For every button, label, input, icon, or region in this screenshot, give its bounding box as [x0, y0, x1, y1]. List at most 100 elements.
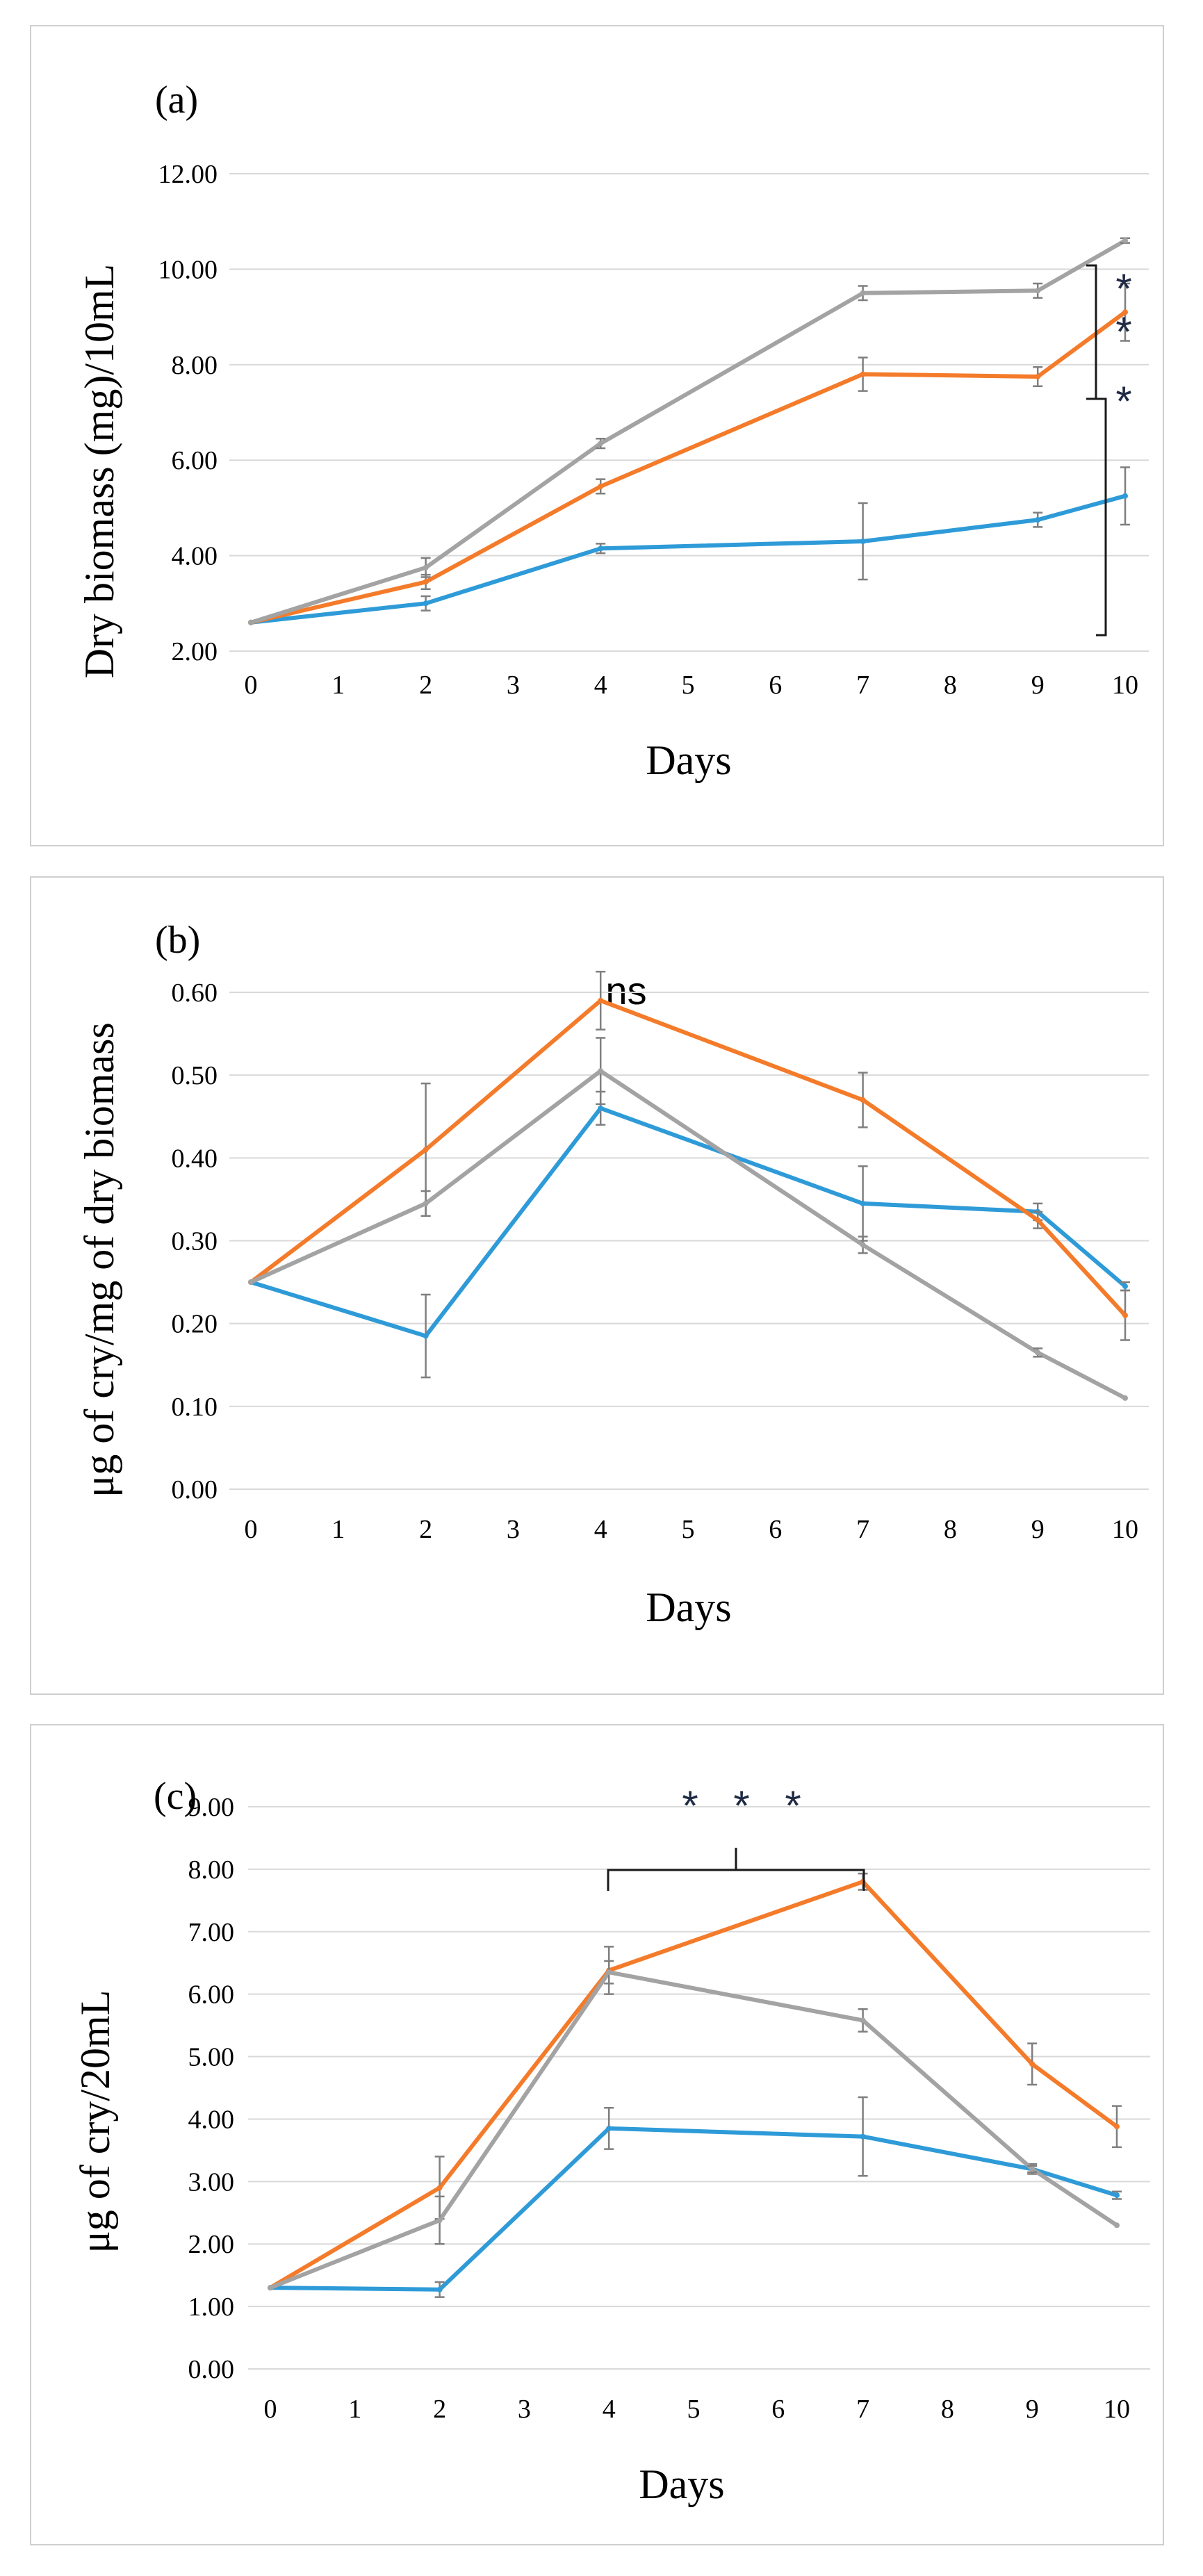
- data-point-gray: [1122, 1395, 1128, 1401]
- chart-panel-b: (b) μg of cry/mg of dry biomass Days ns …: [30, 876, 1164, 1695]
- data-point-blue: [860, 2133, 866, 2140]
- x-tick-label: 1: [332, 671, 345, 700]
- x-tick-label: 7: [856, 1515, 869, 1544]
- chart-panel-a: (a) Dry biomass (mg)/10mL Days 2.00 4.00 6…: [30, 25, 1164, 846]
- data-point-gray: [598, 441, 604, 447]
- data-point-gray: [268, 2285, 273, 2291]
- series-line-blue: [249, 493, 1127, 625]
- x-tick-label: 4: [594, 1515, 607, 1544]
- y-tick-label: 4.00: [188, 2105, 235, 2134]
- data-point-orange: [860, 371, 866, 377]
- data-point-blue: [860, 538, 866, 544]
- data-point-gray: [436, 2217, 443, 2224]
- x-axis-label-b: Days: [646, 1584, 731, 1630]
- data-point-gray: [423, 564, 429, 571]
- data-point-gray: [248, 619, 254, 625]
- chart-a: (a) Dry biomass (mg)/10mL Days 2.00 4.00 6…: [76, 79, 1149, 783]
- data-point-gray: [860, 290, 866, 296]
- x-tick-label: 1: [348, 2395, 361, 2424]
- panel-label-c: (c): [154, 1775, 197, 1818]
- x-tick-label: 10: [1104, 2395, 1130, 2424]
- x-tick-label: 8: [944, 671, 957, 700]
- x-tick-label: 6: [771, 2395, 785, 2424]
- data-point-blue: [606, 2125, 612, 2131]
- data-point-blue: [598, 1105, 604, 1111]
- series-line-orange: [249, 310, 1127, 625]
- x-tick-label: 2: [419, 1515, 432, 1544]
- x-tick-label: 0: [245, 1515, 258, 1544]
- panel-label-a: (a): [155, 79, 198, 122]
- data-point-gray: [1035, 288, 1041, 294]
- x-tick-label: 5: [687, 2395, 701, 2424]
- x-tick-label: 9: [1031, 671, 1045, 700]
- x-tick-label: 3: [507, 1515, 520, 1544]
- x-tick-label: 6: [769, 671, 782, 700]
- x-tick-label: 3: [507, 671, 520, 700]
- data-point-orange: [598, 997, 604, 1003]
- y-tick-label: 9.00: [188, 1793, 235, 1822]
- x-tick-label: 4: [594, 671, 607, 700]
- data-point-blue: [423, 600, 429, 607]
- x-tick-label: 2: [433, 2395, 446, 2424]
- x-tick-label: 8: [944, 1515, 957, 1544]
- x-tick-label: 7: [856, 671, 869, 700]
- data-point-gray: [1035, 1349, 1041, 1356]
- data-point-blue: [1114, 2192, 1120, 2199]
- y-tick-label: 10.00: [158, 255, 218, 284]
- y-tick-label: 7.00: [188, 1918, 235, 1947]
- y-tick-label: 12.00: [158, 160, 218, 189]
- data-point-orange: [598, 483, 604, 489]
- data-point-orange: [423, 1147, 429, 1153]
- y-axis-label-b: μg of cry/mg of dry biomass: [76, 1022, 122, 1498]
- y-tick-label: 0.00: [188, 2355, 235, 2384]
- x-tick-label: 10: [1112, 1515, 1138, 1544]
- y-tick-label: 0.20: [172, 1310, 218, 1339]
- data-point-gray: [598, 1068, 604, 1074]
- data-point-blue: [1035, 517, 1041, 523]
- y-tick-label: 0.00: [172, 1475, 218, 1504]
- y-tick-label: 6.00: [172, 446, 218, 475]
- data-point-orange: [436, 2185, 443, 2191]
- data-point-gray: [860, 2017, 866, 2024]
- data-point-blue: [1122, 1283, 1128, 1290]
- y-axis-label-c: μg of cry/20mL: [72, 1990, 118, 2254]
- series-line-orange: [249, 998, 1127, 1318]
- x-axis-label-a: Days: [646, 737, 731, 783]
- data-point-orange: [1029, 2061, 1036, 2067]
- series-line-orange: [268, 1879, 1119, 2290]
- y-tick-label: 8.00: [172, 351, 218, 380]
- data-point-orange: [1035, 373, 1041, 379]
- data-point-orange: [1114, 2124, 1120, 2130]
- significance-bracket: [607, 1848, 865, 1891]
- y-tick-label: 1.00: [188, 2292, 235, 2322]
- y-tick-label: 6.00: [188, 1980, 235, 2010]
- x-tick-label: 8: [941, 2395, 954, 2424]
- chart-panel-c: (c) μg of cry/20mL Days 0.00 1.00 2.00 3.00…: [30, 1724, 1164, 2545]
- data-point-gray: [423, 1200, 429, 1206]
- x-tick-label: 7: [856, 2395, 869, 2424]
- x-tick-label: 9: [1031, 1515, 1045, 1544]
- x-tick-label: 0: [245, 671, 258, 700]
- data-point-orange: [423, 579, 429, 585]
- y-tick-label: 8.00: [188, 1855, 235, 1885]
- x-tick-label: 6: [769, 1515, 782, 1544]
- x-tick-label: 5: [682, 1515, 695, 1544]
- significance-bracket-lower: [1096, 397, 1107, 637]
- x-tick-label: 4: [603, 2395, 616, 2424]
- significance-star-3: *: [1115, 378, 1131, 425]
- y-tick-label: 0.50: [172, 1061, 218, 1090]
- y-tick-label: 2.00: [188, 2230, 235, 2259]
- chart-b: (b) μg of cry/mg of dry biomass Days ns …: [76, 919, 1149, 1630]
- y-tick-label: 4.00: [172, 542, 218, 571]
- panel-label-b: (b): [155, 919, 200, 962]
- x-tick-label: 1: [332, 1515, 345, 1544]
- significance-star-3: *: [785, 1782, 801, 1829]
- x-tick-label: 10: [1112, 671, 1138, 700]
- data-point-gray: [1029, 2166, 1036, 2172]
- x-tick-label: 3: [518, 2395, 531, 2424]
- data-point-blue: [598, 545, 604, 552]
- y-tick-label: 2.00: [172, 637, 218, 666]
- data-point-blue: [423, 1333, 429, 1339]
- data-point-blue: [1122, 493, 1128, 499]
- x-tick-label: 0: [264, 2395, 277, 2424]
